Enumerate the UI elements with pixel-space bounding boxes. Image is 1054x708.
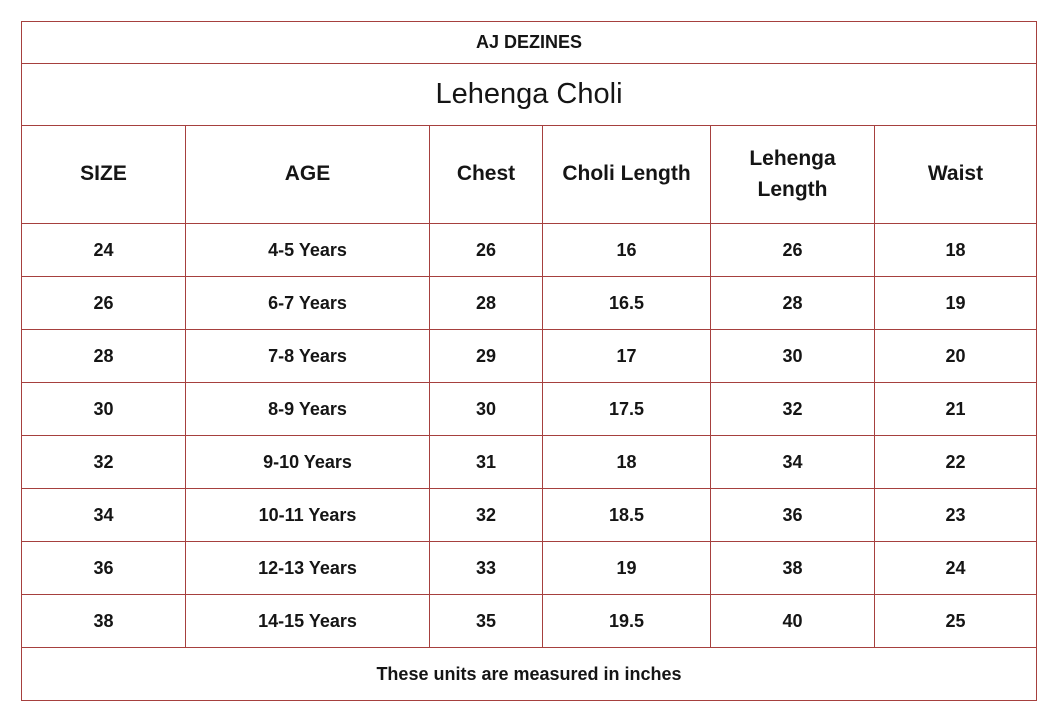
column-header-lehenga-length: Lehenga Length	[710, 125, 875, 224]
table-cell: 18	[542, 435, 711, 489]
table-cell: 28	[710, 276, 875, 330]
table-cell: 40	[710, 594, 875, 648]
table-cell: 30	[710, 329, 875, 383]
size-chart-table: AJ DEZINES Lehenga Choli SIZE AGE Chest …	[21, 21, 1037, 701]
column-header-choli-length: Choli Length	[542, 125, 711, 224]
table-row: 28 7-8 Years 29 17 30 20	[21, 329, 1037, 383]
table-row: 36 12-13 Years 33 19 38 24	[21, 541, 1037, 595]
table-cell: 17.5	[542, 382, 711, 436]
column-header-chest: Chest	[429, 125, 543, 224]
table-cell: 19.5	[542, 594, 711, 648]
table-cell: 38	[21, 594, 186, 648]
table-cell: 34	[21, 488, 186, 542]
table-cell: 7-8 Years	[185, 329, 430, 383]
table-cell: 9-10 Years	[185, 435, 430, 489]
table-cell: 30	[429, 382, 543, 436]
table-cell: 36	[710, 488, 875, 542]
table-cell: 10-11 Years	[185, 488, 430, 542]
table-cell: 25	[874, 594, 1037, 648]
table-cell: 4-5 Years	[185, 223, 430, 277]
column-header-row: SIZE AGE Chest Choli Length Lehenga Leng…	[21, 125, 1037, 224]
brand-title: AJ DEZINES	[21, 21, 1037, 64]
table-cell: 35	[429, 594, 543, 648]
table-cell: 34	[710, 435, 875, 489]
table-cell: 12-13 Years	[185, 541, 430, 595]
table-cell: 26	[710, 223, 875, 277]
table-cell: 23	[874, 488, 1037, 542]
table-cell: 30	[21, 382, 186, 436]
table-cell: 18	[874, 223, 1037, 277]
table-cell: 19	[874, 276, 1037, 330]
table-cell: 38	[710, 541, 875, 595]
table-cell: 6-7 Years	[185, 276, 430, 330]
table-row: 34 10-11 Years 32 18.5 36 23	[21, 488, 1037, 542]
table-cell: 20	[874, 329, 1037, 383]
table-row: 32 9-10 Years 31 18 34 22	[21, 435, 1037, 489]
table-row: 38 14-15 Years 35 19.5 40 25	[21, 594, 1037, 648]
table-cell: 8-9 Years	[185, 382, 430, 436]
table-cell: 14-15 Years	[185, 594, 430, 648]
table-cell: 16	[542, 223, 711, 277]
table-cell: 16.5	[542, 276, 711, 330]
table-cell: 22	[874, 435, 1037, 489]
column-header-age: AGE	[185, 125, 430, 224]
table-cell: 18.5	[542, 488, 711, 542]
table-cell: 17	[542, 329, 711, 383]
table-cell: 24	[21, 223, 186, 277]
table-cell: 26	[429, 223, 543, 277]
table-cell: 19	[542, 541, 711, 595]
table-cell: 33	[429, 541, 543, 595]
table-cell: 32	[710, 382, 875, 436]
column-header-waist: Waist	[874, 125, 1037, 224]
table-cell: 28	[21, 329, 186, 383]
table-row: 30 8-9 Years 30 17.5 32 21	[21, 382, 1037, 436]
table-cell: 29	[429, 329, 543, 383]
table-cell: 21	[874, 382, 1037, 436]
table-cell: 32	[21, 435, 186, 489]
product-title: Lehenga Choli	[21, 63, 1037, 126]
product-row: Lehenga Choli	[21, 63, 1037, 126]
column-header-size: SIZE	[21, 125, 186, 224]
table-cell: 31	[429, 435, 543, 489]
table-row: 26 6-7 Years 28 16.5 28 19	[21, 276, 1037, 330]
size-chart-page: AJ DEZINES Lehenga Choli SIZE AGE Chest …	[21, 21, 1037, 701]
table-cell: 24	[874, 541, 1037, 595]
table-cell: 28	[429, 276, 543, 330]
footer-row: These units are measured in inches	[21, 647, 1037, 701]
brand-row: AJ DEZINES	[21, 21, 1037, 64]
table-cell: 36	[21, 541, 186, 595]
table-cell: 26	[21, 276, 186, 330]
units-note: These units are measured in inches	[21, 647, 1037, 701]
table-cell: 32	[429, 488, 543, 542]
table-row: 24 4-5 Years 26 16 26 18	[21, 223, 1037, 277]
